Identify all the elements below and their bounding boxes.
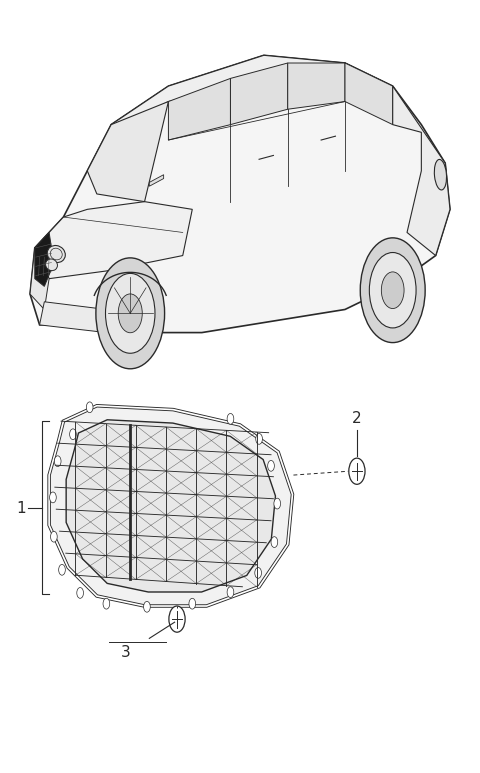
Polygon shape <box>149 175 164 186</box>
Ellipse shape <box>46 259 58 271</box>
Polygon shape <box>66 420 276 592</box>
Polygon shape <box>87 101 168 202</box>
Ellipse shape <box>47 246 65 263</box>
Polygon shape <box>393 86 450 256</box>
Polygon shape <box>35 202 192 279</box>
Text: 2: 2 <box>352 411 362 427</box>
Circle shape <box>118 294 142 332</box>
Polygon shape <box>288 63 345 109</box>
Circle shape <box>70 429 76 440</box>
Circle shape <box>369 253 416 328</box>
Circle shape <box>268 461 275 472</box>
Circle shape <box>271 536 278 547</box>
Circle shape <box>144 601 150 612</box>
Circle shape <box>106 274 155 353</box>
Circle shape <box>349 458 365 485</box>
Circle shape <box>274 498 281 509</box>
Circle shape <box>381 272 404 308</box>
Circle shape <box>227 587 234 598</box>
Polygon shape <box>30 56 450 332</box>
Polygon shape <box>230 63 288 124</box>
Polygon shape <box>168 78 230 140</box>
Circle shape <box>86 402 93 413</box>
Text: 1: 1 <box>17 501 26 516</box>
Polygon shape <box>39 301 154 332</box>
Circle shape <box>59 564 65 575</box>
Ellipse shape <box>434 159 446 190</box>
Polygon shape <box>111 56 393 132</box>
Circle shape <box>227 414 234 424</box>
Circle shape <box>96 258 165 369</box>
Circle shape <box>54 456 61 467</box>
Circle shape <box>103 598 110 609</box>
Polygon shape <box>49 406 292 606</box>
Circle shape <box>77 587 84 598</box>
Circle shape <box>50 531 57 542</box>
Circle shape <box>360 238 425 342</box>
Polygon shape <box>345 63 393 124</box>
Polygon shape <box>30 248 49 309</box>
Circle shape <box>255 567 262 578</box>
Circle shape <box>256 434 263 444</box>
Polygon shape <box>35 233 54 286</box>
Circle shape <box>169 606 185 632</box>
Text: 3: 3 <box>120 645 131 659</box>
Circle shape <box>189 598 196 609</box>
Circle shape <box>49 492 56 502</box>
